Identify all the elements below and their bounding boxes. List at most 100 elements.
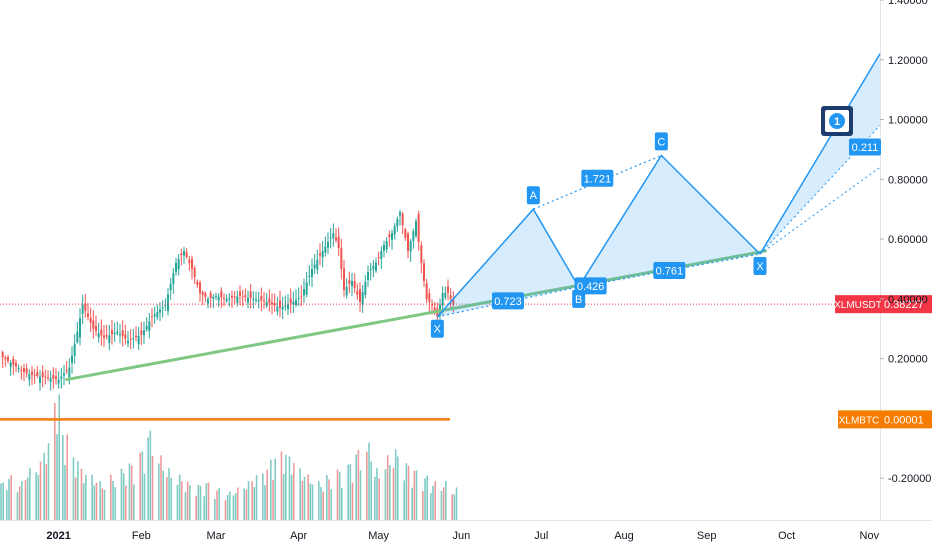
candle-body [180, 253, 183, 256]
candle-body [55, 376, 57, 380]
candle-body [263, 300, 265, 302]
volume-bar [77, 461, 79, 520]
volume-bar [130, 465, 133, 520]
volume-bar [392, 467, 395, 520]
candle-body [407, 233, 409, 252]
candle-body [116, 331, 119, 334]
candle-body [279, 300, 281, 308]
pattern-bd-dotted [578, 253, 761, 288]
projection-ratio-label-text: 0.211 [852, 142, 879, 154]
candle-body [431, 304, 433, 306]
candle-body [52, 375, 55, 379]
candle-body [4, 357, 7, 360]
volume-bar [0, 483, 2, 520]
volume-bar [168, 468, 170, 520]
candle-body [329, 237, 332, 239]
pattern-ratio-label-bg [492, 292, 524, 310]
candle-body [260, 296, 263, 301]
candle-body [396, 219, 399, 227]
x-tick-label: Aug [614, 530, 634, 542]
pattern-point-c-bg [654, 132, 668, 151]
volume-bar [199, 486, 202, 520]
volume-bar [357, 450, 360, 520]
volume-bar [170, 477, 172, 520]
volume-bar [320, 486, 322, 520]
y-tick-label: 1.20000 [888, 55, 928, 67]
volume-bar [26, 477, 29, 520]
volume-bar [262, 473, 264, 520]
volume-bar [453, 494, 456, 520]
volume-bar [112, 480, 114, 520]
volume-bar [197, 484, 200, 520]
candle-body [188, 259, 191, 263]
volume-bar [66, 434, 68, 520]
volume-bar [255, 475, 258, 520]
candle-body [412, 231, 415, 242]
volume-bar [368, 442, 370, 520]
candle-body [295, 299, 297, 305]
pattern-point-x-text: X [434, 324, 442, 336]
candle-body [249, 291, 252, 299]
candle-body [153, 314, 156, 317]
volume-bar [166, 477, 168, 520]
volume-bar [99, 481, 101, 520]
volume-bar [376, 468, 378, 520]
candle-body [172, 273, 175, 285]
volume-bar [35, 472, 37, 520]
candle-body [148, 321, 151, 331]
candle-body [452, 298, 455, 305]
candle-body [15, 363, 17, 367]
candle-body [9, 362, 12, 368]
volume-bar [288, 456, 291, 520]
volume-bar [386, 455, 389, 520]
volume-bar [21, 481, 23, 520]
candle-body [393, 226, 396, 235]
pattern-ratio-label: 0.761 [653, 261, 686, 279]
candle-body [204, 293, 207, 297]
volume-bar [85, 474, 87, 520]
volume-bar [237, 487, 239, 520]
volume-bar [355, 454, 357, 520]
volume-bar [349, 464, 352, 520]
candle-body [105, 335, 108, 337]
y-tick-label: 0.80000 [888, 174, 928, 186]
candle-body [447, 286, 449, 293]
volume-bar [139, 452, 141, 520]
candle-body [433, 307, 436, 311]
candle-body [244, 295, 247, 298]
candle-body [420, 245, 423, 263]
candle-body [175, 262, 177, 272]
volume-bar [8, 478, 10, 520]
pattern-marker-icon: 1 [821, 106, 853, 136]
candle-body [57, 379, 60, 384]
candle-body [359, 289, 361, 302]
volume-bar [114, 487, 116, 520]
candle-body [255, 299, 257, 301]
candle-body [124, 334, 127, 339]
y-tick-label: 1.00000 [888, 115, 928, 127]
volume-bar [149, 430, 152, 520]
volume-bar [10, 475, 12, 520]
last-price-labels: XLMUSDT 0.38227 [834, 295, 932, 314]
candle-body [111, 330, 113, 335]
candle-body [239, 291, 241, 296]
pattern-ratio-label-bg [574, 277, 607, 295]
candle-body [212, 296, 215, 299]
volume-bar [322, 491, 324, 520]
volume-bar [189, 485, 191, 520]
candle-body [95, 326, 97, 331]
volume-bar [205, 483, 208, 520]
candle-body [89, 317, 92, 323]
pattern-point-a-bg [526, 186, 540, 205]
candle-body [177, 259, 180, 270]
volume-bar [24, 480, 27, 520]
candle-body [252, 298, 255, 300]
candle-body [353, 281, 356, 288]
volume-bar [160, 455, 162, 520]
volume-bar [93, 485, 96, 520]
candle-body [135, 335, 137, 338]
volume-bar [122, 473, 125, 520]
volume-bar [422, 491, 424, 520]
pattern-ratio-label-bg [581, 169, 614, 187]
volume-bar [133, 484, 135, 520]
